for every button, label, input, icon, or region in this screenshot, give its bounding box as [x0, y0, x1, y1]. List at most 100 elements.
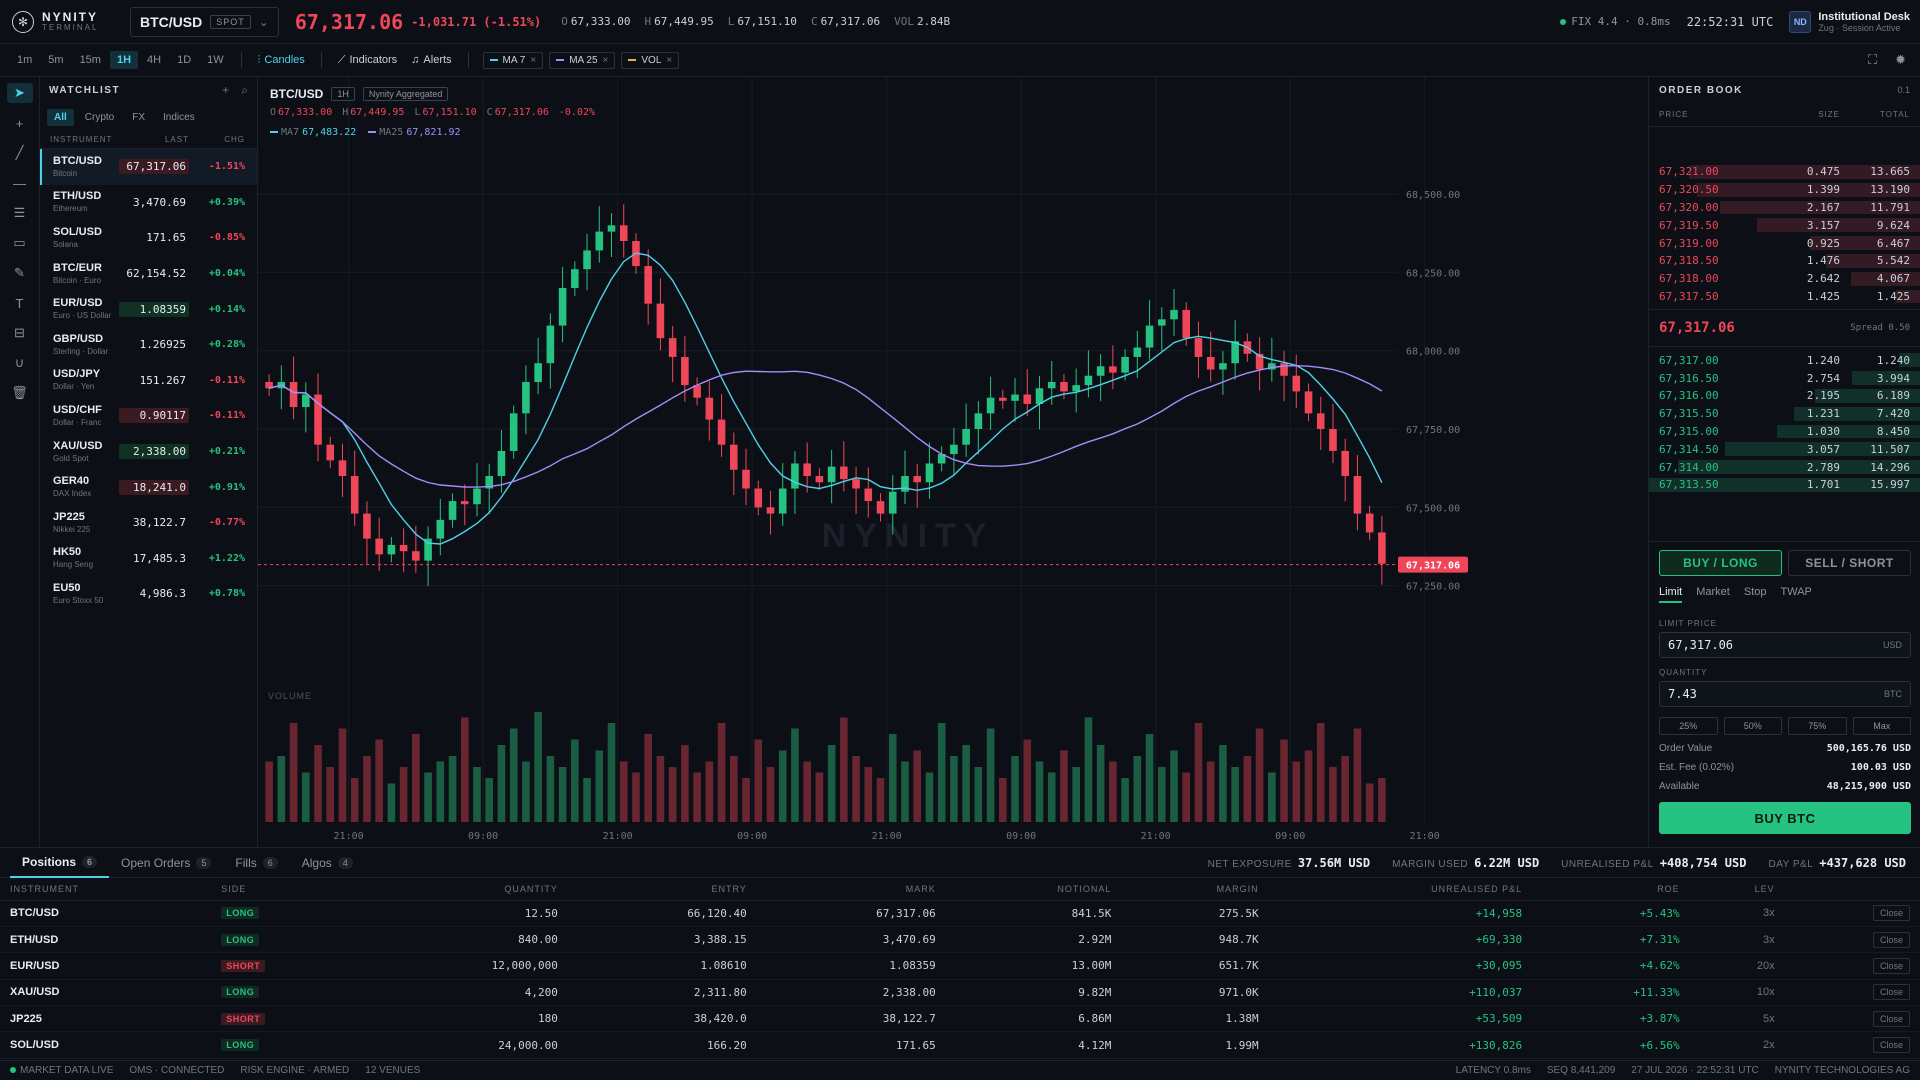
tf-1w[interactable]: 1W — [207, 54, 224, 66]
table-row[interactable]: EUR/USD SHORT 12,000,000 1.08610 1.08359… — [0, 952, 1920, 980]
crosshair-icon[interactable]: + — [15, 115, 24, 131]
sell-short-button[interactable]: SELL / SHORT — [1788, 550, 1911, 576]
quantity-input[interactable] — [1668, 687, 1838, 701]
bid-row[interactable]: 67,316.00 2.195 6.189 — [1649, 387, 1920, 405]
watchlist-item[interactable]: USD/CHF Dollar · Franc 0.90117 -0.11% — [40, 398, 257, 434]
watchlist-item[interactable]: GBP/USD Sterling · Dollar 1.26925 +0.28% — [40, 327, 257, 363]
order-tab-market[interactable]: Market — [1696, 586, 1730, 598]
plus-icon[interactable]: + — [222, 82, 230, 97]
alerts-button[interactable]: ♫ Alerts — [411, 54, 452, 66]
rectangle-icon[interactable]: ▭ — [13, 235, 26, 250]
pct-75-button[interactable]: 75% — [1788, 717, 1847, 735]
order-tab-limit[interactable]: Limit — [1659, 586, 1683, 603]
price-chart[interactable]: 68,500.00 68,250.00 68,000.00 67,750.00 67,5… — [258, 77, 1648, 847]
table-row[interactable]: BTC/USD LONG 12.50 66,120.40 67,317.06 8… — [0, 900, 1920, 927]
bid-row[interactable]: 67,315.00 1.030 8.450 — [1649, 423, 1920, 441]
pct-25-button[interactable]: 25% — [1659, 717, 1718, 735]
bid-row[interactable]: 67,317.00 1.240 1.240 — [1649, 351, 1920, 369]
brand[interactable]: ✻ NYNITY TERMINAL — [0, 10, 126, 33]
bid-row[interactable]: 67,313.50 1.701 15.997 — [1649, 476, 1920, 494]
table-row[interactable]: JP225 SHORT 180 38,420.0 38,122.7 6.86M … — [0, 1005, 1920, 1033]
watchlist-tab-indices[interactable]: Indices — [163, 111, 195, 123]
ask-row[interactable]: 67,319.00 0.925 6.467 — [1649, 234, 1920, 252]
fullscreen-icon[interactable]: ⛶ — [1867, 52, 1878, 67]
close-position-button[interactable]: Close — [1872, 1010, 1910, 1027]
table-row[interactable]: ETH/USD LONG 840.00 3,388.15 3,470.69 2.… — [0, 926, 1920, 954]
tf-1h[interactable]: 1H — [109, 51, 139, 69]
watchlist-item[interactable]: XAU/USD Gold Spot 2,338.00 +0.21% — [40, 434, 257, 470]
gear-icon[interactable]: ✹ — [1895, 52, 1906, 67]
search-icon[interactable]: ⌕ — [241, 82, 248, 97]
order-tab-twap[interactable]: TWAP — [1780, 586, 1812, 598]
tf-1m[interactable]: 1m — [17, 54, 33, 66]
horizontal-line-icon[interactable]: — — [13, 175, 26, 191]
fib-icon[interactable]: ☰ — [13, 205, 26, 220]
close-icon[interactable]: × — [666, 54, 673, 66]
bid-row[interactable]: 67,314.50 3.057 11.507 — [1649, 440, 1920, 458]
ask-row[interactable]: 67,318.00 2.642 4.067 — [1649, 270, 1920, 288]
user-menu[interactable]: ND Institutional Desk Zug · Session Acti… — [1789, 10, 1910, 33]
symbol-selector[interactable]: BTC/USD SPOT ⌄ — [130, 6, 279, 37]
indicators-button[interactable]: ⟋ Indicators — [337, 53, 398, 67]
magnet-icon[interactable]: ∪ — [14, 355, 25, 370]
ask-row[interactable]: 67,321.00 0.475 13.665 — [1649, 163, 1920, 181]
bid-row[interactable]: 67,315.50 1.231 7.420 — [1649, 405, 1920, 423]
close-position-button[interactable]: Close — [1872, 931, 1910, 948]
watchlist-tab-crypto[interactable]: Crypto — [84, 111, 115, 123]
limit-price-input[interactable] — [1668, 638, 1838, 652]
pct-50-button[interactable]: 50% — [1723, 717, 1782, 735]
tab-positions[interactable]: Positions 6 — [10, 848, 110, 878]
candles-button[interactable]: ⫶ Candles — [257, 53, 305, 67]
close-icon[interactable]: × — [530, 54, 537, 66]
cursor-icon[interactable]: ➤ — [6, 83, 33, 103]
close-position-button[interactable]: Close — [1872, 957, 1910, 974]
watchlist-item[interactable]: JP225 Nikkei 225 38,122.7 -0.77% — [40, 505, 257, 541]
indicator-chip-ma7[interactable]: MA 7 × — [482, 51, 544, 69]
submit-buy-button[interactable]: BUY BTC — [1659, 802, 1911, 834]
tf-5m[interactable]: 5m — [48, 54, 64, 66]
watchlist-item[interactable]: SOL/USD Solana 171.65 -0.85% — [40, 220, 257, 256]
watchlist-item[interactable]: BTC/USD Bitcoin 67,317.06 -1.51% — [40, 149, 257, 185]
watchlist-item[interactable]: GER40 DAX Index 18,241.0 +0.91% — [40, 469, 257, 505]
precision-selector[interactable]: 0.1 — [1897, 85, 1910, 95]
tab-open-orders[interactable]: Open Orders 5 — [109, 848, 223, 878]
tf-1d[interactable]: 1D — [177, 54, 192, 66]
tf-15m[interactable]: 15m — [79, 54, 101, 66]
limit-price-field[interactable]: USD — [1659, 632, 1911, 658]
watchlist-tab-fx[interactable]: FX — [132, 111, 146, 123]
bid-row[interactable]: 67,314.00 2.789 14.296 — [1649, 458, 1920, 476]
quantity-field[interactable]: BTC — [1659, 681, 1911, 707]
table-row[interactable]: SOL/USD LONG 24,000.00 166.20 171.65 4.1… — [0, 1031, 1920, 1059]
ask-row[interactable]: 67,320.50 1.399 13.190 — [1649, 181, 1920, 199]
close-icon[interactable]: × — [602, 54, 609, 66]
ask-row[interactable]: 67,320.00 2.167 11.791 — [1649, 199, 1920, 217]
watchlist-tab-all[interactable]: All — [47, 108, 74, 126]
text-icon[interactable]: T — [15, 295, 24, 311]
trendline-icon[interactable]: ╱ — [15, 145, 24, 160]
ask-row[interactable]: 67,317.50 1.425 1.425 — [1649, 288, 1920, 306]
close-position-button[interactable]: Close — [1872, 905, 1910, 922]
order-tab-stop[interactable]: Stop — [1743, 586, 1767, 598]
ask-row[interactable]: 67,319.50 3.157 9.624 — [1649, 216, 1920, 234]
ask-row[interactable]: 67,318.50 1.476 5.542 — [1649, 252, 1920, 270]
watchlist-item[interactable]: HK50 Hang Seng 17,485.3 +1.22% — [40, 541, 257, 577]
trash-icon[interactable]: 🗑 — [11, 385, 28, 400]
bid-row[interactable]: 67,316.50 2.754 3.994 — [1649, 369, 1920, 387]
indicator-chip-ma25[interactable]: MA 25 × — [549, 51, 616, 69]
watchlist-item[interactable]: BTC/EUR Bitcoin · Euro 62,154.52 +0.04% — [40, 256, 257, 292]
watchlist-item[interactable]: USD/JPY Dollar · Yen 151.267 -0.11% — [40, 363, 257, 399]
tab-algos[interactable]: Algos 4 — [290, 848, 365, 878]
table-row[interactable]: XAU/USD LONG 4,200 2,311.80 2,338.00 9.8… — [0, 979, 1920, 1007]
chart-canvas[interactable]: 68,500.00 68,250.00 68,000.00 67,750.00 67,5… — [258, 77, 1648, 847]
tf-4h[interactable]: 4H — [147, 54, 162, 66]
close-position-button[interactable]: Close — [1872, 984, 1910, 1001]
brush-icon[interactable]: ✎ — [14, 265, 25, 280]
watchlist-item[interactable]: ETH/USD Ethereum 3,470.69 +0.39% — [40, 185, 257, 221]
tab-fills[interactable]: Fills 6 — [223, 848, 289, 878]
buy-long-button[interactable]: BUY / LONG — [1659, 550, 1782, 576]
ruler-icon[interactable]: ⊟ — [14, 325, 25, 340]
watchlist-item[interactable]: EUR/USD Euro · US Dollar 1.08359 +0.14% — [40, 291, 257, 327]
watchlist-item[interactable]: EU50 Euro Stoxx 50 4,986.3 +0.78% — [40, 576, 257, 612]
pct-max-button[interactable]: Max — [1852, 717, 1911, 735]
close-position-button[interactable]: Close — [1872, 1037, 1910, 1054]
